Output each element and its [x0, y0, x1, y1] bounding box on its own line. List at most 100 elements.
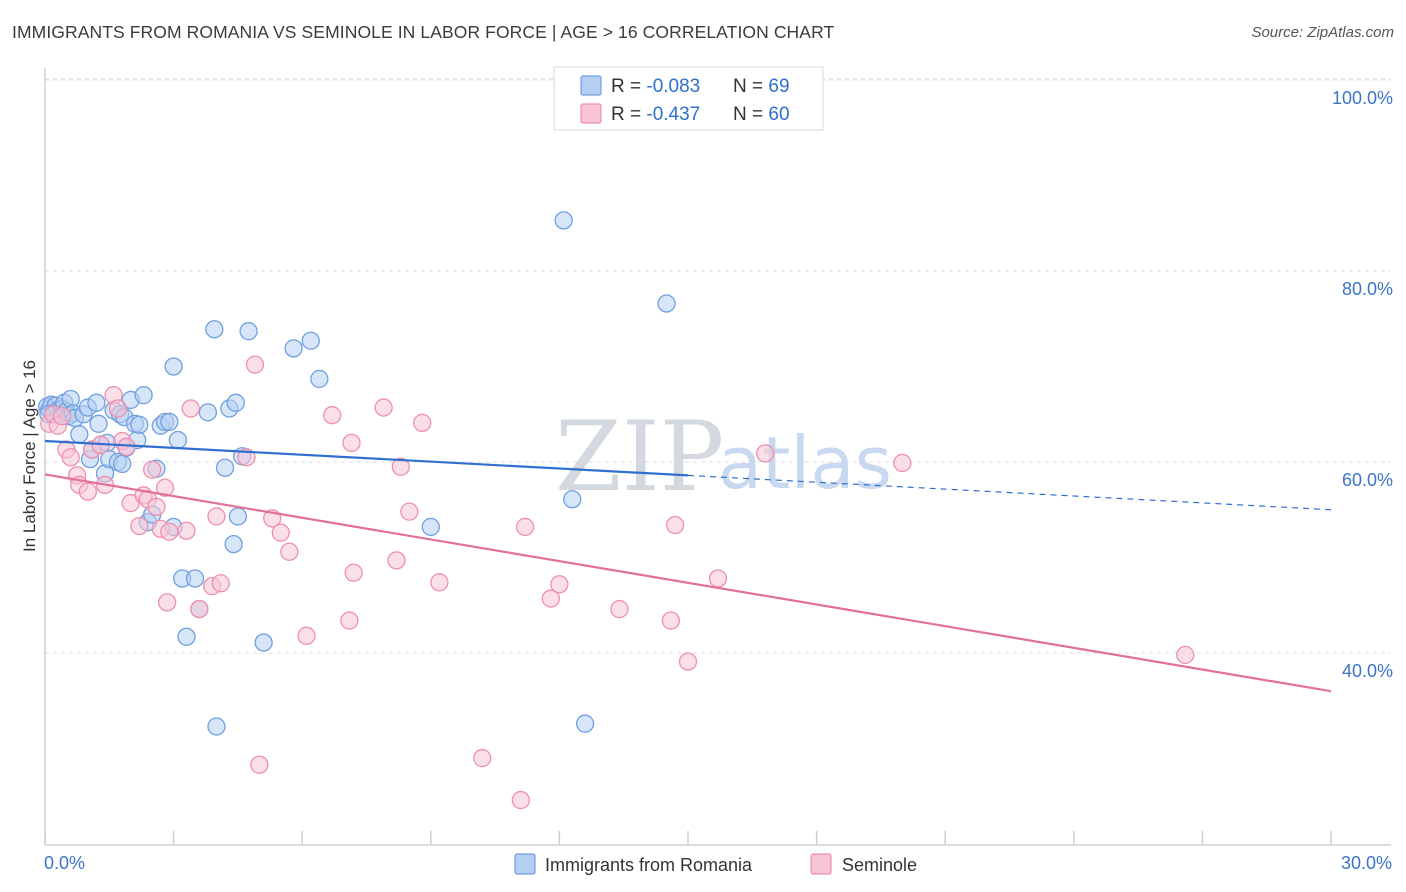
x-tick-label-max: 30.0%: [1341, 853, 1392, 873]
point-seminole: [177, 521, 196, 540]
point-seminole: [155, 478, 175, 497]
point-romania: [185, 569, 205, 588]
point-romania: [198, 403, 218, 422]
legend-swatch-seminole: [580, 103, 602, 124]
legend-row-romania: R = -0.083 N = 69: [611, 76, 790, 97]
point-seminole: [610, 599, 629, 619]
point-seminole: [78, 482, 98, 501]
source-credit: Source: ZipAtlas.com: [1251, 24, 1394, 41]
point-romania: [310, 369, 329, 389]
point-romania: [215, 458, 235, 477]
legend-swatch-romania: [580, 75, 602, 96]
point-romania: [160, 412, 179, 432]
point-romania: [575, 714, 595, 733]
point-romania: [254, 633, 273, 652]
point-romania: [168, 430, 188, 450]
point-seminole: [147, 497, 166, 517]
legend-r-label: R =: [611, 104, 646, 125]
y-tick-label: 100.0%: [1332, 88, 1393, 108]
point-romania: [421, 517, 440, 537]
series-legend: Immigrants from Romania Seminole: [514, 853, 917, 875]
x-tick-label-min: 0.0%: [44, 853, 85, 873]
legend-r-value: -0.437: [646, 104, 700, 125]
point-seminole: [160, 522, 179, 541]
point-romania: [130, 415, 149, 434]
point-seminole: [323, 406, 342, 425]
point-seminole: [511, 790, 530, 810]
point-romania: [87, 393, 106, 412]
y-tick-labels: 40.0% 60.0% 80.0% 100.0%: [1332, 88, 1393, 681]
point-seminole: [541, 589, 560, 608]
point-seminole: [342, 433, 361, 453]
point-romania: [164, 357, 183, 376]
legend-r-value: -0.083: [646, 76, 700, 97]
point-seminole: [181, 399, 200, 418]
series-legend-swatch-romania: [514, 853, 536, 875]
trend-line-seminole: [44, 473, 1332, 693]
point-seminole: [52, 407, 72, 426]
series-legend-label-seminole: Seminole: [842, 855, 917, 875]
trend-lines: [44, 439, 1332, 693]
point-seminole: [387, 551, 406, 570]
point-seminole: [190, 599, 209, 619]
series-legend-label-romania: Immigrants from Romania: [545, 855, 753, 875]
point-seminole: [550, 575, 569, 594]
point-seminole: [708, 569, 728, 588]
point-seminole: [893, 453, 912, 473]
y-axis-title: In Labor Force | Age > 16: [20, 360, 39, 552]
point-seminole: [211, 574, 230, 593]
point-seminole: [158, 593, 177, 612]
point-romania: [554, 211, 573, 230]
point-seminole: [400, 502, 419, 521]
x-tick-marks: [44, 831, 1332, 845]
stats-legend: R = -0.083 N = 69 R = -0.437 N = 60: [553, 66, 824, 131]
point-seminole: [280, 542, 299, 561]
point-romania: [205, 320, 224, 339]
point-seminole: [250, 755, 269, 774]
legend-n-label: N =: [733, 76, 768, 97]
point-seminole: [61, 448, 80, 467]
legend-n-value: 69: [768, 76, 789, 97]
legend-n-label: N =: [733, 104, 768, 125]
point-romania: [563, 490, 582, 509]
y-tick-label: 60.0%: [1342, 470, 1393, 490]
watermark-zip: ZIP: [555, 401, 724, 513]
legend-row-seminole: R = -0.437 N = 60: [611, 104, 790, 125]
point-romania: [224, 534, 243, 554]
point-romania: [207, 717, 226, 736]
y-tick-label: 80.0%: [1342, 279, 1393, 299]
point-seminole: [515, 517, 535, 537]
point-seminole: [430, 573, 449, 592]
point-romania: [301, 331, 320, 350]
point-romania: [228, 507, 248, 526]
point-seminole: [413, 413, 432, 432]
point-seminole: [130, 516, 149, 536]
point-romania: [177, 627, 196, 646]
point-romania: [226, 393, 245, 412]
legend-n-value: 60: [768, 104, 789, 125]
point-seminole: [344, 563, 363, 582]
point-romania: [284, 339, 303, 358]
trend-line-romania: [44, 439, 689, 477]
point-seminole: [665, 515, 685, 535]
point-seminole: [108, 399, 128, 418]
watermark-atlas: atlas: [718, 421, 892, 505]
legend-r-label: R =: [611, 76, 646, 97]
point-seminole: [374, 398, 393, 417]
point-romania: [113, 454, 132, 474]
point-seminole: [143, 460, 162, 479]
point-romania: [89, 414, 108, 433]
point-seminole: [661, 611, 681, 630]
point-seminole: [297, 626, 316, 645]
point-seminole: [1176, 645, 1195, 665]
point-romania: [70, 425, 89, 444]
point-romania: [657, 294, 676, 313]
point-romania: [239, 322, 258, 341]
point-romania: [134, 385, 153, 405]
trend-line-romania-extension: [687, 474, 1332, 511]
point-seminole: [473, 748, 492, 768]
point-seminole: [756, 444, 775, 463]
point-seminole: [391, 457, 410, 476]
series-legend-swatch-seminole: [810, 853, 832, 875]
